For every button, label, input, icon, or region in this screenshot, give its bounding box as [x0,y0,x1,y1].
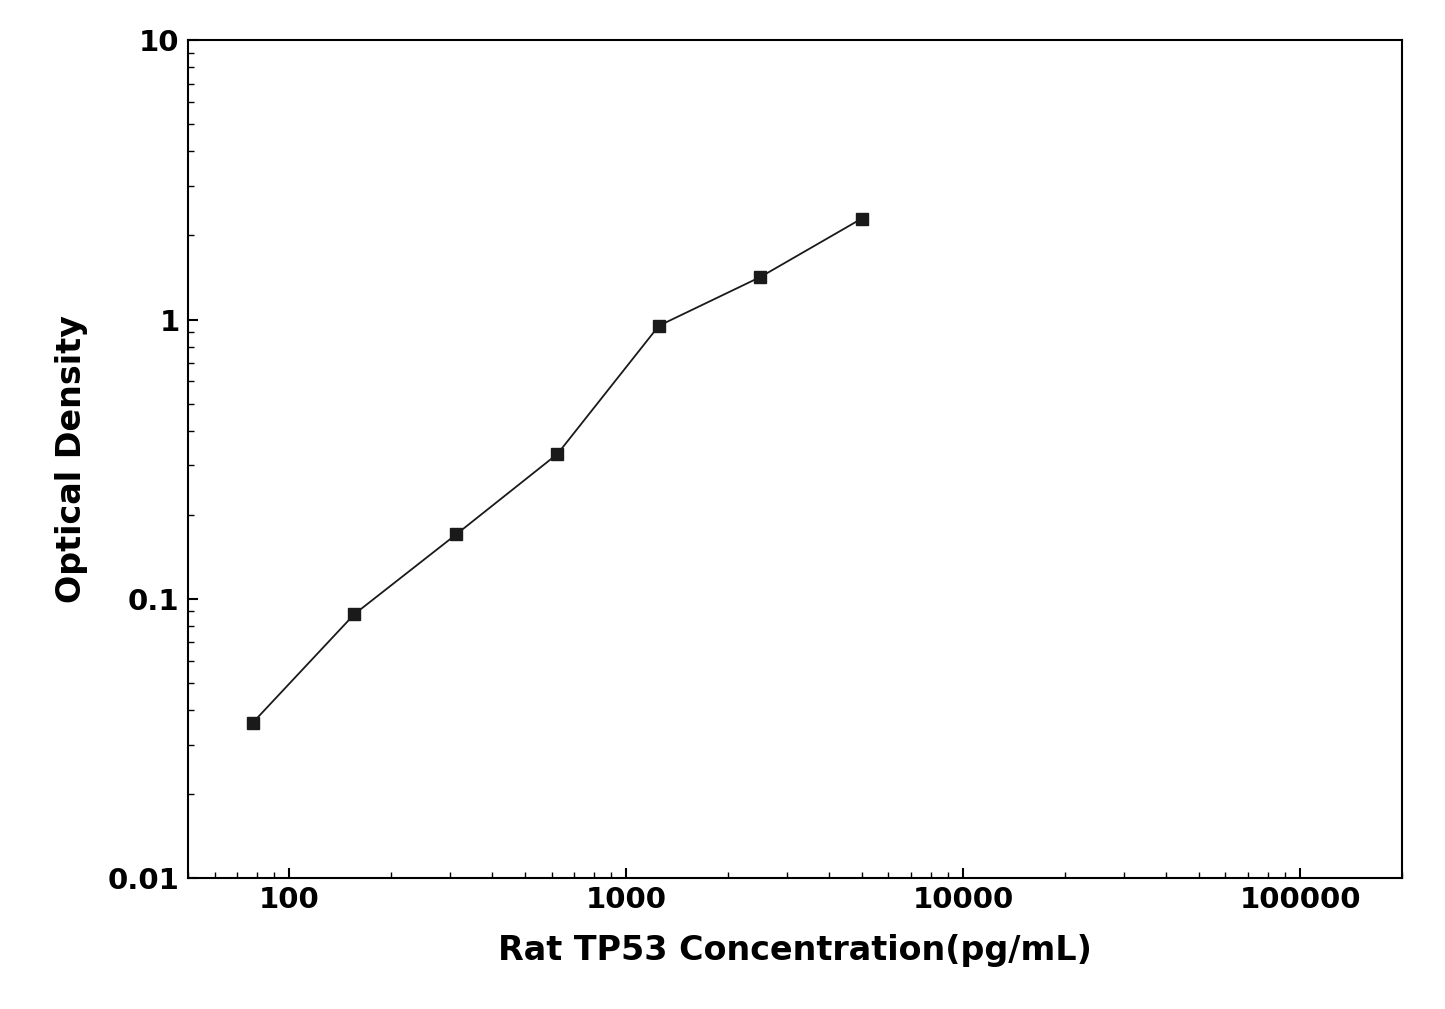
Y-axis label: Optical Density: Optical Density [55,315,88,603]
X-axis label: Rat TP53 Concentration(pg/mL): Rat TP53 Concentration(pg/mL) [499,933,1091,967]
